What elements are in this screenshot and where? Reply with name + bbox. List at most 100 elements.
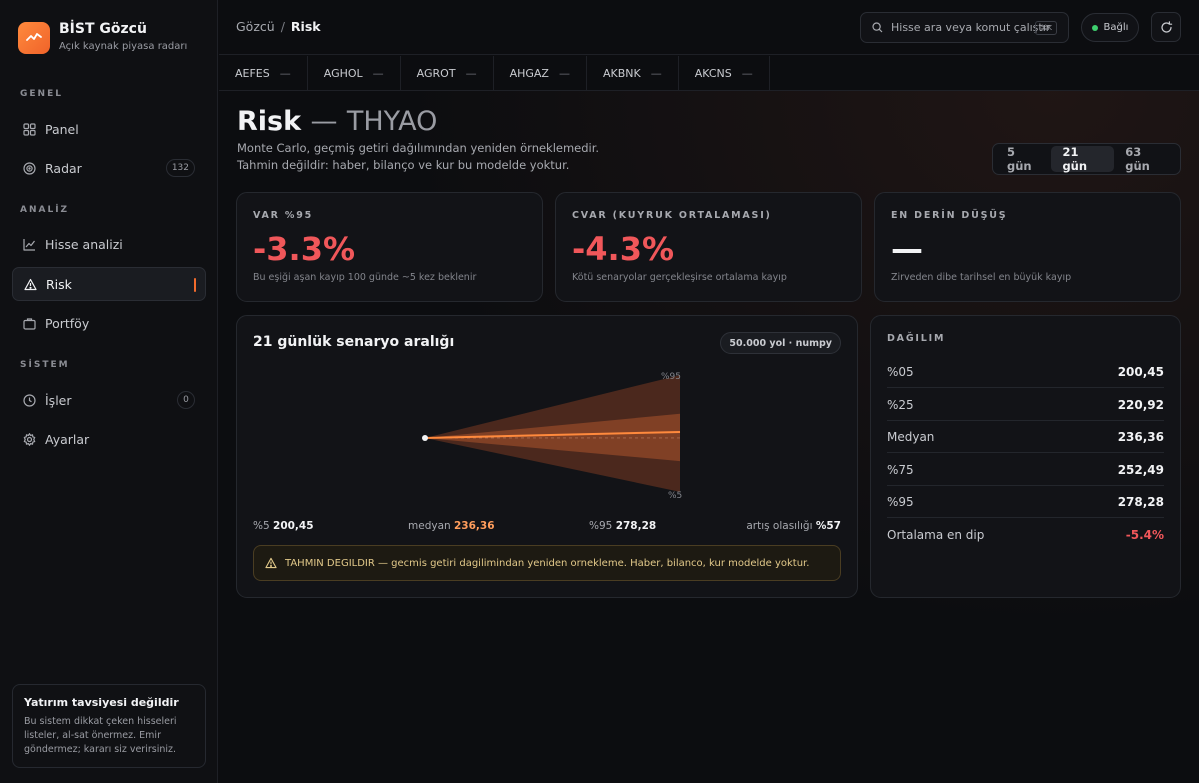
start-point bbox=[422, 434, 428, 441]
brand-title: BİST Gözcü bbox=[59, 21, 147, 37]
ticker-symbol: AKBNK bbox=[602, 67, 641, 80]
row-label: %95 bbox=[887, 494, 914, 509]
warning-banner: TAHMIN DEGILDIR — gecmis getiri dagilimi… bbox=[253, 545, 841, 581]
status-dot-icon bbox=[1091, 24, 1098, 31]
card-label: EN DERİN DÜŞÜŞ bbox=[891, 210, 1008, 221]
max-drawdown-card: EN DERİN DÜŞÜŞ — Zirveden dibe tarihsel … bbox=[874, 192, 1181, 302]
breadcrumb-separator: / bbox=[280, 19, 285, 34]
brand[interactable]: BİST Gözcü Açık kaynak piyasa radarı bbox=[18, 21, 187, 54]
ticker-symbol: AKCNS bbox=[694, 67, 732, 80]
card-value: -4.3% bbox=[572, 230, 675, 268]
stat-median: medyan 236,36 bbox=[408, 520, 495, 532]
ticker-item[interactable]: AKCNS — bbox=[679, 56, 770, 91]
sidebar-item-radar[interactable]: Radar 132 bbox=[12, 151, 206, 185]
distribution-title: DAĞILIM bbox=[887, 333, 946, 344]
period-option-63[interactable]: 63 gün bbox=[1125, 145, 1150, 173]
ticker-symbol: AEFES bbox=[235, 67, 270, 80]
ticker-change: — bbox=[650, 67, 662, 80]
sidebar-item-ayarlar[interactable]: Ayarlar bbox=[12, 422, 206, 456]
period-option-5[interactable]: 5 gün bbox=[1007, 145, 1032, 173]
search-icon bbox=[872, 22, 883, 33]
connection-status: Bağlı bbox=[1081, 13, 1139, 42]
section-label-analiz: ANALİZ bbox=[20, 205, 70, 215]
distribution-card: DAĞILIM %05 200,45 %25 220,92 Medyan 236,36… bbox=[870, 315, 1181, 598]
sidebar-item-label: İşler bbox=[45, 392, 72, 408]
search-input[interactable]: Hisse ara veya komut çalıştır ⌘K bbox=[860, 12, 1069, 43]
disclaimer: Yatırım tavsiyesi değildir Bu sistem dik… bbox=[12, 684, 206, 768]
count-badge: 132 bbox=[165, 159, 195, 177]
ticker-change: — bbox=[741, 67, 753, 80]
breadcrumb-current: Risk bbox=[290, 19, 321, 34]
stat-label: artış olasılığı bbox=[746, 520, 813, 532]
refresh-icon bbox=[1160, 20, 1173, 34]
page-title-main: Risk bbox=[237, 106, 302, 137]
warning-icon bbox=[23, 277, 37, 291]
ticker-item[interactable]: AGHOL — bbox=[308, 56, 401, 91]
period-selector: 5 gün 21 gün 63 gün bbox=[992, 143, 1181, 175]
page-title-separator: — bbox=[310, 106, 338, 137]
distribution-row: Medyan 236,36 bbox=[887, 421, 1164, 453]
cvar-card: CVAR (KUYRUK ORTALAMASI) -4.3% Kötü sena… bbox=[555, 192, 862, 302]
stat-label: medyan bbox=[408, 520, 451, 532]
band-label-p5: %5 bbox=[668, 491, 682, 501]
refresh-button[interactable] bbox=[1151, 12, 1181, 42]
gear-icon bbox=[22, 432, 36, 446]
ticker-item[interactable]: AHGAZ — bbox=[494, 56, 587, 91]
chart-title: 21 günlük senaryo aralığı bbox=[253, 334, 455, 350]
ticker-change: — bbox=[372, 67, 384, 80]
search-placeholder: Hisse ara veya komut çalıştır bbox=[891, 21, 1051, 34]
ticker-item[interactable]: AKBNK — bbox=[587, 56, 679, 91]
card-value: -3.3% bbox=[253, 230, 356, 268]
sidebar-item-label: Radar bbox=[45, 160, 82, 176]
disclaimer-title: Yatırım tavsiyesi değildir bbox=[24, 696, 179, 709]
row-label: %05 bbox=[887, 364, 914, 379]
ticker-item[interactable]: AGROT — bbox=[401, 56, 494, 91]
sidebar: BİST Gözcü Açık kaynak piyasa radarı GEN… bbox=[0, 0, 218, 783]
simulation-badge: 50.000 yol · numpy bbox=[720, 332, 841, 354]
stat-value: 278,28 bbox=[615, 520, 657, 532]
ticker-change: — bbox=[279, 67, 291, 80]
sidebar-item-panel[interactable]: Panel bbox=[12, 112, 206, 146]
line-chart-icon bbox=[22, 237, 36, 251]
briefcase-icon bbox=[22, 316, 36, 330]
period-option-21[interactable]: 21 gün bbox=[1051, 145, 1115, 173]
sidebar-item-portfoy[interactable]: Portföy bbox=[12, 306, 206, 340]
card-label: VAR %95 bbox=[253, 210, 314, 221]
ticker-strip: AEFES — AGHOL — AGROT — AHGAZ — AKBNK — AKCNS… bbox=[219, 56, 1199, 91]
distribution-row: Ortalama en dip -5.4% bbox=[887, 519, 1164, 551]
ticker-change: — bbox=[465, 67, 477, 80]
breadcrumb-root[interactable]: Gözcü bbox=[236, 19, 275, 34]
section-label-genel: GENEL bbox=[20, 89, 63, 99]
ticker-symbol: AHGAZ bbox=[509, 67, 549, 80]
stat-value: %57 bbox=[815, 520, 841, 532]
median-line bbox=[424, 430, 681, 439]
row-label: Ortalama en dip bbox=[887, 528, 985, 542]
ticker-symbol: AGROT bbox=[416, 67, 456, 80]
stat-value: 200,45 bbox=[273, 520, 314, 532]
card-note: Bu eşiği aşan kayıp 100 günde ~5 kez bek… bbox=[253, 272, 477, 283]
warning-text: TAHMIN DEGILDIR — gecmis getiri dagilimi… bbox=[285, 557, 810, 569]
status-text: Bağlı bbox=[1103, 22, 1129, 33]
ticker-symbol: AGHOL bbox=[323, 67, 363, 80]
sidebar-item-label: Risk bbox=[46, 276, 72, 292]
warning-icon bbox=[265, 557, 277, 569]
sidebar-item-risk[interactable]: Risk bbox=[12, 267, 206, 301]
scenario-stats: %5 200,45 medyan 236,36 %95 278,28 artış… bbox=[253, 520, 841, 534]
topbar: Gözcü / Risk Hisse ara veya komut çalıştır… bbox=[219, 0, 1199, 55]
shortcut-hint: ⌘K bbox=[1035, 21, 1057, 35]
sidebar-item-label: Ayarlar bbox=[45, 431, 90, 447]
ticker-item[interactable]: AEFES — bbox=[219, 56, 308, 91]
sidebar-item-hisse-analizi[interactable]: Hisse analizi bbox=[12, 227, 206, 261]
sidebar-item-isler[interactable]: İşler 0 bbox=[12, 383, 206, 417]
sidebar-item-label: Panel bbox=[45, 121, 79, 137]
distribution-row: %05 200,45 bbox=[887, 356, 1164, 388]
stat-p95: %95 278,28 bbox=[589, 520, 656, 532]
sidebar-item-label: Hisse analizi bbox=[45, 236, 123, 252]
distribution-row: %75 252,49 bbox=[887, 454, 1164, 486]
stat-label: %95 bbox=[589, 520, 613, 532]
card-value: — bbox=[891, 230, 923, 268]
ticker-change: — bbox=[558, 67, 570, 80]
row-label: %75 bbox=[887, 462, 914, 477]
brand-subtitle: Açık kaynak piyasa radarı bbox=[59, 41, 188, 52]
clock-icon bbox=[22, 393, 36, 407]
